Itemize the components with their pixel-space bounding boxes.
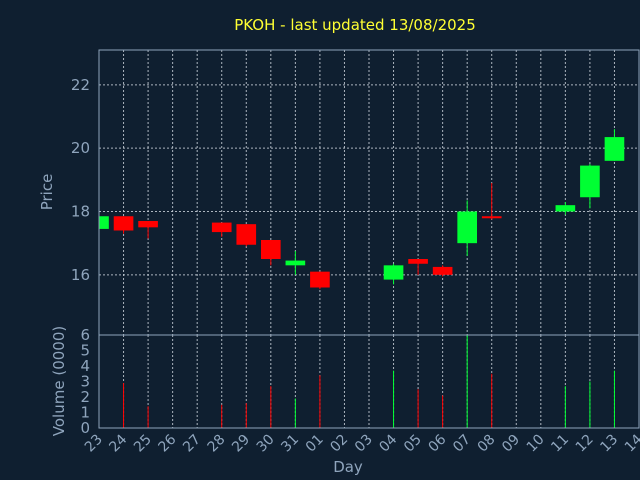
x-tick-label: 01: [303, 432, 327, 456]
candles-layer: [98, 129, 625, 290]
x-tick-label: 30: [254, 432, 278, 456]
x-tick-label: 25: [131, 432, 155, 456]
candle-body: [99, 216, 109, 229]
x-tick-label: 03: [352, 432, 376, 456]
x-tick-label: 07: [450, 432, 474, 456]
x-tick-label: 04: [376, 431, 400, 455]
candle-body: [408, 259, 428, 264]
x-tick-label: 24: [106, 431, 130, 455]
volume-tick-label: 6: [80, 326, 90, 344]
x-axis-label: Day: [333, 458, 363, 476]
x-tick-label: 28: [205, 432, 229, 456]
volume-tick-label: 3: [80, 373, 90, 391]
x-tick-label: 14: [622, 431, 640, 455]
candle-body: [457, 211, 477, 244]
x-tick-label: 06: [426, 431, 450, 455]
volume-axis-label: Volume (0000): [50, 326, 68, 436]
candle-body: [432, 266, 453, 275]
price-tick-label: 22: [71, 76, 90, 94]
candle-body: [236, 224, 257, 245]
x-tick-label: 26: [156, 431, 180, 455]
candle-body: [211, 222, 232, 233]
x-tick-label: 02: [327, 432, 351, 456]
x-axis-ticks: 23 24 25 26 27 28 29 30 31 01 02 03 04 05 06 07 08 09 10 11…: [82, 431, 640, 455]
volume-tick-label: 0: [80, 419, 90, 437]
x-tick-label: 29: [229, 432, 253, 456]
candle-body: [310, 271, 330, 288]
candle-body: [383, 265, 404, 280]
x-tick-label: 08: [475, 432, 499, 456]
volume-tick-label: 4: [80, 357, 90, 375]
x-tick-label: 09: [499, 432, 523, 456]
price-tick-label: 18: [71, 203, 90, 221]
x-tick-label: 10: [524, 432, 548, 456]
price-tick-label: 16: [71, 266, 90, 284]
volume-bars-layer: [123, 335, 615, 428]
x-tick-label: 12: [573, 432, 597, 456]
x-tick-label: 05: [401, 432, 425, 456]
x-tick-label: 31: [278, 432, 302, 456]
price-grid: [99, 50, 639, 335]
candle-body: [481, 216, 502, 219]
candle-body: [138, 221, 158, 228]
candle-body: [580, 165, 600, 198]
volume-tick-label: 2: [80, 388, 90, 406]
volume-tick-label: 5: [80, 342, 90, 360]
candle-body: [113, 216, 134, 231]
x-tick-label: 11: [548, 432, 572, 456]
volume-panel-frame: [98, 334, 640, 429]
volume-grid: [123, 335, 615, 428]
candle-body: [261, 240, 281, 259]
chart-title: PKOH - last updated 13/08/2025: [234, 16, 476, 34]
x-tick-label: 13: [597, 432, 621, 456]
price-axis-label: Price: [38, 174, 56, 211]
x-tick-label: 27: [180, 432, 204, 456]
price-tick-label: 20: [71, 139, 90, 157]
price-panel-frame: [98, 49, 640, 336]
candle-body: [604, 137, 625, 161]
price-axis-ticks: 16 18 20 22: [71, 76, 90, 284]
candle-body: [285, 260, 306, 266]
candle-body: [555, 205, 576, 212]
volume-tick-label: 1: [80, 404, 90, 422]
